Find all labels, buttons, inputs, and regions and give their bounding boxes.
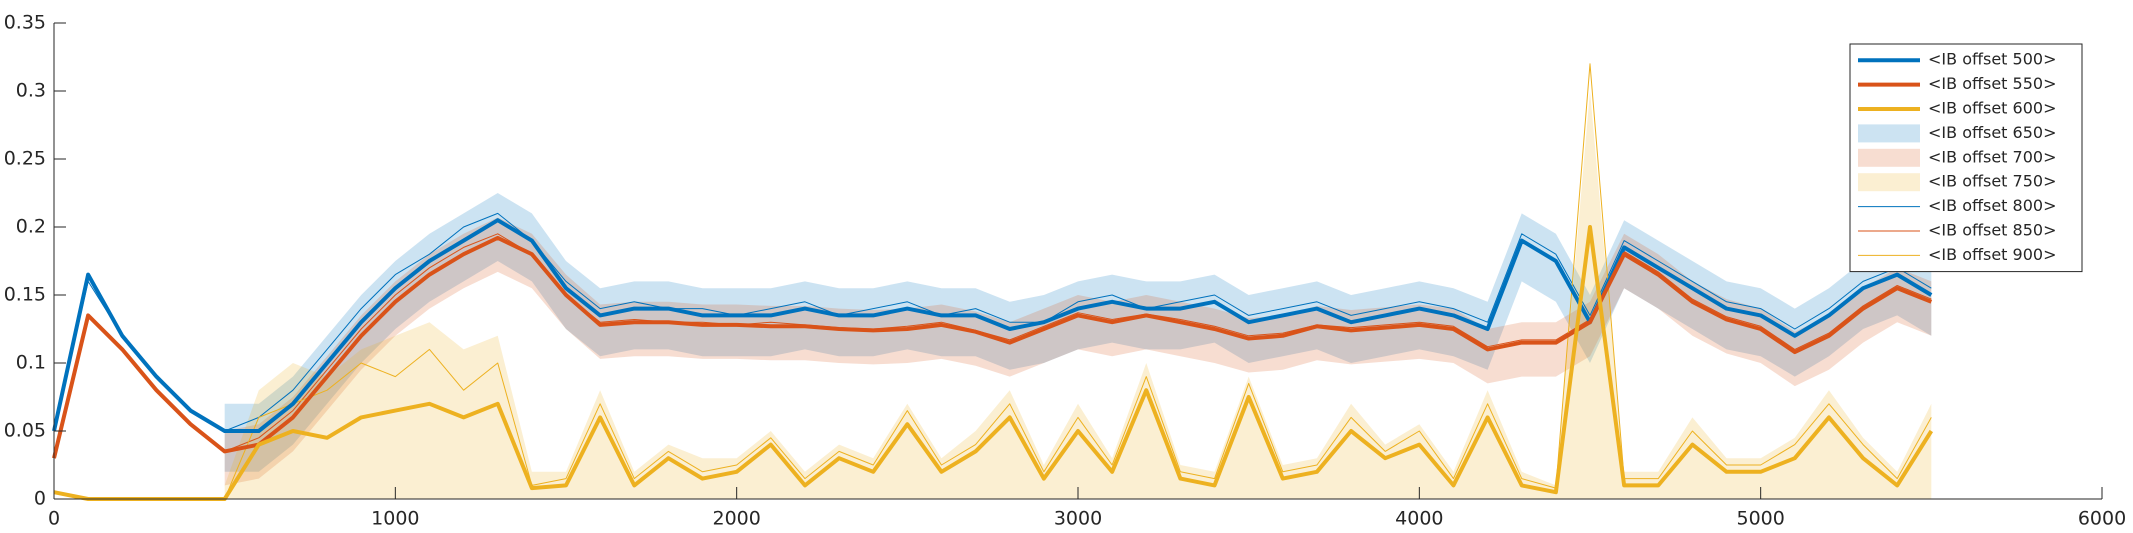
y-tick-label: 0.35 xyxy=(4,12,46,34)
y-tick-label: 0.25 xyxy=(4,148,46,170)
y-tick-label: 0.15 xyxy=(4,284,46,306)
legend-label: <IB offset 550> xyxy=(1928,74,2056,93)
x-tick-label: 2000 xyxy=(712,508,760,530)
legend-label: <IB offset 850> xyxy=(1928,221,2056,240)
legend-label: <IB offset 500> xyxy=(1928,50,2056,69)
y-tick-label: 0 xyxy=(34,488,46,510)
series-band xyxy=(224,193,1932,472)
series-line xyxy=(52,218,1933,433)
x-tick-label: 5000 xyxy=(1736,508,1784,530)
legend-swatch xyxy=(1858,124,1920,143)
series-line xyxy=(52,235,1933,459)
x-tick-label: 1000 xyxy=(371,508,419,530)
series-band xyxy=(224,217,1932,486)
legend-box xyxy=(1849,43,2083,273)
legend: <IB offset 500> <IB offset 550> <IB offset… xyxy=(1849,43,2083,273)
legend-label: <IB offset 900> xyxy=(1928,245,2056,264)
legend-swatch xyxy=(1858,173,1920,192)
bands xyxy=(224,91,1932,499)
x-tick-label: 4000 xyxy=(1395,508,1443,530)
series-line xyxy=(53,212,1932,432)
y-tick-label: 0.1 xyxy=(16,352,46,374)
x-tick-label: 6000 xyxy=(2078,508,2126,530)
legend-label: <IB offset 600> xyxy=(1928,99,2056,118)
y-tick-label: 0.3 xyxy=(16,80,46,102)
x-tick-label: 0 xyxy=(48,508,60,530)
lines xyxy=(52,218,1934,501)
series-line xyxy=(53,63,1932,500)
legend-swatch xyxy=(1858,148,1920,167)
x-tick-label: 3000 xyxy=(1054,508,1102,530)
legend-label: <IB offset 650> xyxy=(1928,123,2056,142)
legend-label: <IB offset 800> xyxy=(1928,196,2056,215)
y-tick-label: 0.05 xyxy=(4,420,46,442)
series-line xyxy=(53,225,1934,501)
legend-label: <IB offset 750> xyxy=(1928,172,2056,191)
y-tick-label: 0.2 xyxy=(16,216,46,238)
legend-label: <IB offset 700> xyxy=(1928,147,2056,166)
